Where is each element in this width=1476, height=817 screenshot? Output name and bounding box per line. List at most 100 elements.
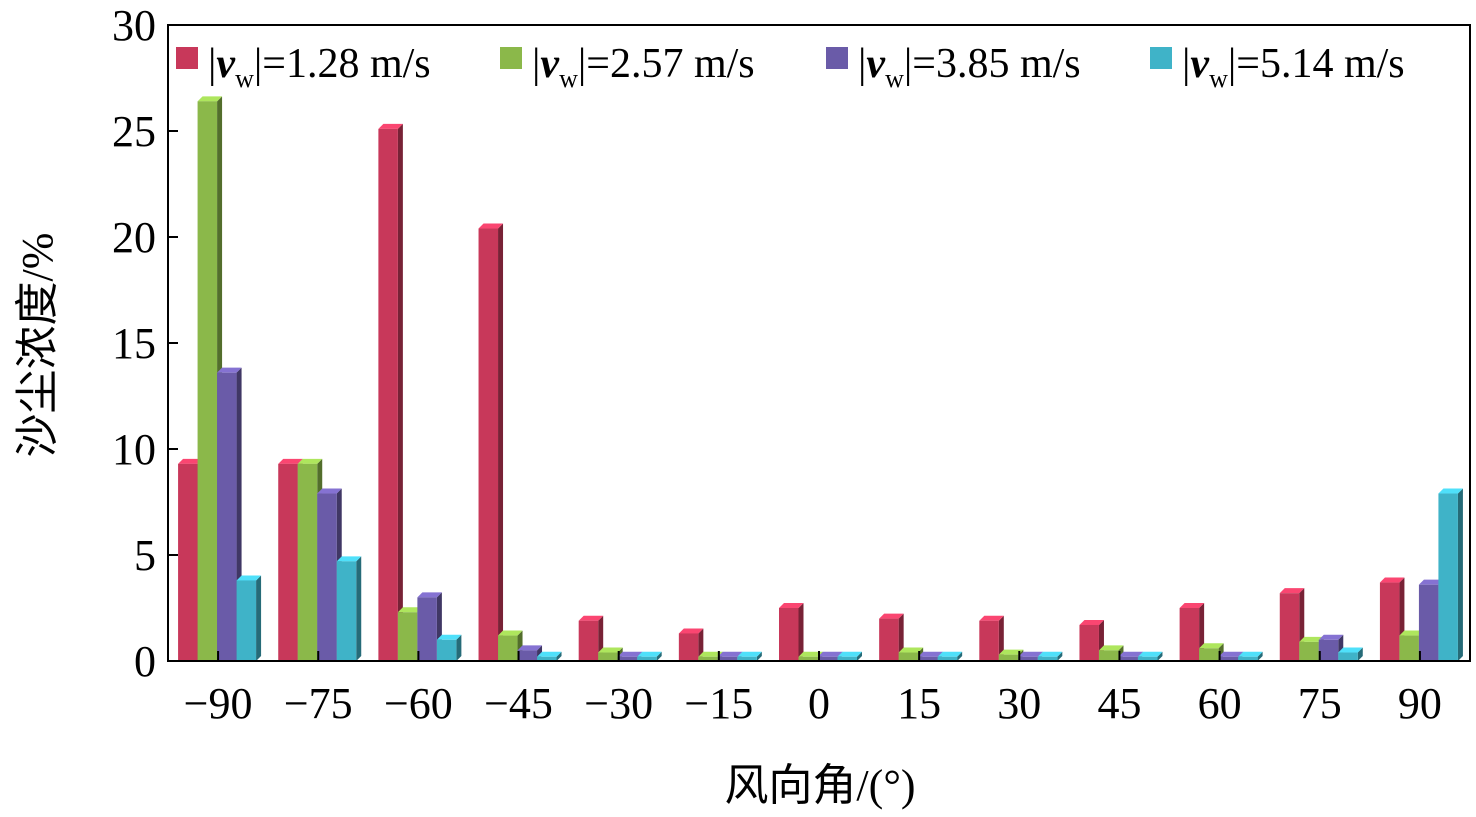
bar-top xyxy=(178,458,203,464)
bar-top xyxy=(1338,647,1363,653)
bar-side xyxy=(857,651,862,661)
legend-label: |vw|=2.57 m/s xyxy=(532,41,755,93)
x-tick-label: 90 xyxy=(1398,679,1442,728)
bar-top xyxy=(1399,630,1424,636)
bar-top xyxy=(1098,645,1124,651)
bar-top xyxy=(937,651,963,657)
bar-top xyxy=(197,96,223,102)
bar xyxy=(879,613,904,661)
legend-swatch xyxy=(500,47,522,69)
bar xyxy=(1338,647,1363,661)
bar-front xyxy=(197,101,218,661)
bar-front xyxy=(1179,608,1200,661)
bar-top xyxy=(537,651,562,657)
bar-top xyxy=(336,556,362,562)
bar-top xyxy=(217,367,242,373)
bar-top xyxy=(1418,579,1444,585)
bar xyxy=(637,651,662,661)
legend-item: |vw|=2.57 m/s xyxy=(500,41,755,93)
bar-front xyxy=(717,656,738,661)
bar-front xyxy=(1098,650,1119,661)
bar xyxy=(1238,651,1263,661)
bar-top xyxy=(1438,488,1463,494)
bar-front xyxy=(478,228,499,661)
legend-label: |vw|=5.14 m/s xyxy=(1182,41,1405,93)
bar xyxy=(979,615,1004,661)
bar-front xyxy=(879,618,899,661)
bar-front xyxy=(1379,582,1400,661)
bar-top xyxy=(798,651,823,657)
legend-label: |vw|=3.85 m/s xyxy=(858,41,1081,93)
bar-front xyxy=(1037,656,1058,661)
bar-top xyxy=(737,651,762,657)
x-tick-label: 60 xyxy=(1198,679,1242,728)
bar-top xyxy=(397,607,423,613)
bar-front xyxy=(317,493,337,661)
x-tick-label: −15 xyxy=(684,679,753,728)
y-tick-label: 5 xyxy=(134,531,156,580)
bar-front xyxy=(837,656,857,661)
bars xyxy=(178,96,1463,661)
bar-front xyxy=(898,652,919,661)
bar-front xyxy=(1018,656,1038,661)
bar-front xyxy=(698,656,718,661)
bar-top xyxy=(1199,643,1224,649)
bar-top xyxy=(598,647,623,653)
bar xyxy=(378,123,403,661)
bar-side xyxy=(1057,651,1063,661)
bar xyxy=(436,634,462,661)
bar-side xyxy=(798,603,804,661)
x-tick-label: 75 xyxy=(1298,679,1342,728)
bar-front xyxy=(1338,652,1358,661)
bar-side xyxy=(356,556,362,661)
bar-front xyxy=(498,635,518,661)
bar-front xyxy=(1218,656,1239,661)
bar-front xyxy=(297,463,318,661)
y-tick-label: 20 xyxy=(112,213,156,262)
bar-front xyxy=(779,608,799,661)
legend-swatch xyxy=(176,47,198,69)
x-tick-label: −75 xyxy=(284,679,353,728)
y-axis-title: 沙尘浓度/% xyxy=(13,233,62,458)
bar xyxy=(1179,603,1205,661)
bar-top xyxy=(517,645,543,651)
bar-front xyxy=(278,463,298,661)
bar-top xyxy=(1079,619,1104,625)
x-axis-title: 风向角/(°) xyxy=(724,761,915,810)
bar-top xyxy=(717,651,743,657)
bar-front xyxy=(798,656,818,661)
bar-side xyxy=(556,651,562,661)
y-tick-label: 30 xyxy=(112,1,156,50)
bar-top xyxy=(1318,634,1344,640)
legend-item: |vw|=1.28 m/s xyxy=(176,41,431,93)
x-tick-label: −30 xyxy=(584,679,653,728)
bar-side xyxy=(1257,651,1263,661)
bar-top xyxy=(578,615,604,621)
bar-front xyxy=(378,128,398,661)
bar-top xyxy=(1018,651,1043,657)
bar-front xyxy=(397,612,418,661)
y-tick-label: 25 xyxy=(112,107,156,156)
bar xyxy=(937,651,963,661)
y-tick-label: 15 xyxy=(112,319,156,368)
bar-top xyxy=(1118,651,1143,657)
bar-top xyxy=(1137,651,1163,657)
bar-front xyxy=(578,620,599,661)
y-tick-label: 0 xyxy=(134,637,156,686)
bar-top xyxy=(1379,577,1405,583)
bar xyxy=(537,651,562,661)
bar-top xyxy=(837,651,862,657)
bar-top xyxy=(779,603,804,608)
bar-top xyxy=(678,628,704,634)
bar-side xyxy=(1457,488,1463,661)
x-tick-label: 45 xyxy=(1097,679,1141,728)
legend-swatch xyxy=(1150,47,1172,69)
bar-top xyxy=(417,592,442,598)
bar-side xyxy=(256,575,262,661)
bar-top xyxy=(898,647,924,653)
bar-front xyxy=(1137,656,1158,661)
bar-top xyxy=(1037,651,1063,657)
bar-front xyxy=(1118,656,1138,661)
bar-side xyxy=(957,651,963,661)
bar-top xyxy=(818,651,843,657)
